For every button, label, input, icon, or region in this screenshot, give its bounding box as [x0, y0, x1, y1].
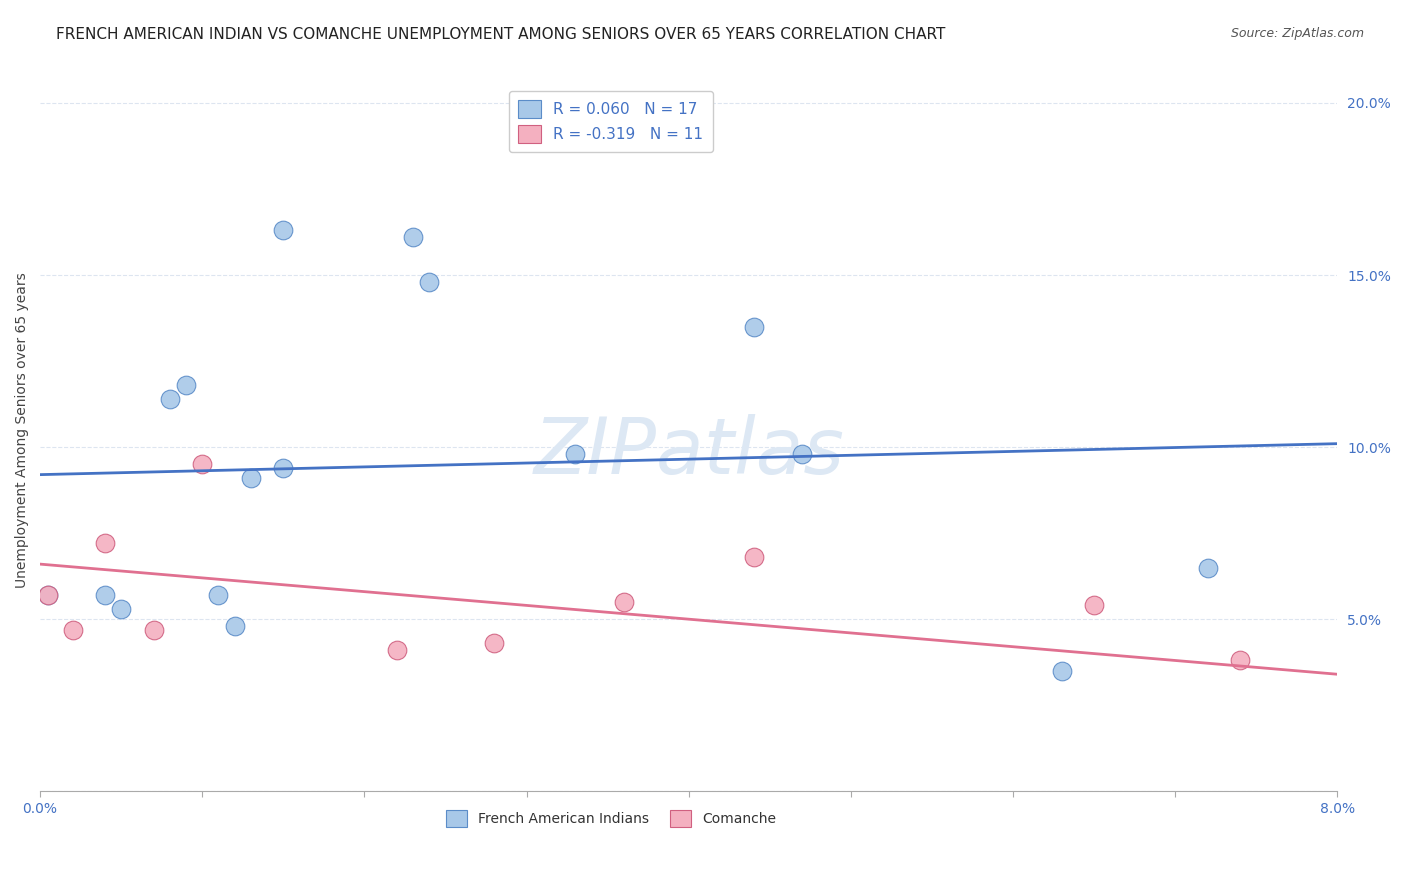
Legend: French American Indians, Comanche: French American Indians, Comanche: [437, 801, 785, 835]
Point: [1050, 664, 1073, 678]
Point: [742, 319, 765, 334]
Point: [191, 458, 214, 472]
Point: [94, 536, 117, 550]
Point: [564, 447, 586, 461]
Point: [613, 595, 636, 609]
Point: [273, 460, 295, 475]
Point: [792, 447, 814, 461]
Point: [174, 378, 197, 392]
Point: [224, 619, 246, 633]
Point: [385, 643, 408, 657]
Point: [94, 588, 117, 602]
Point: [37, 588, 59, 602]
Point: [1083, 599, 1105, 613]
Point: [142, 623, 165, 637]
Text: ZIPatlas: ZIPatlas: [533, 414, 844, 490]
Point: [159, 392, 181, 406]
Point: [482, 636, 505, 650]
Point: [742, 550, 765, 565]
Y-axis label: Unemployment Among Seniors over 65 years: Unemployment Among Seniors over 65 years: [15, 272, 30, 588]
Point: [62, 623, 84, 637]
Point: [110, 602, 132, 616]
Point: [239, 471, 262, 485]
Point: [207, 588, 229, 602]
Text: FRENCH AMERICAN INDIAN VS COMANCHE UNEMPLOYMENT AMONG SENIORS OVER 65 YEARS CORR: FRENCH AMERICAN INDIAN VS COMANCHE UNEMP…: [56, 27, 946, 42]
Point: [37, 588, 59, 602]
Point: [1229, 653, 1251, 667]
Point: [402, 230, 425, 244]
Point: [1197, 560, 1219, 574]
Point: [273, 223, 295, 237]
Text: Source: ZipAtlas.com: Source: ZipAtlas.com: [1230, 27, 1364, 40]
Point: [418, 275, 440, 289]
